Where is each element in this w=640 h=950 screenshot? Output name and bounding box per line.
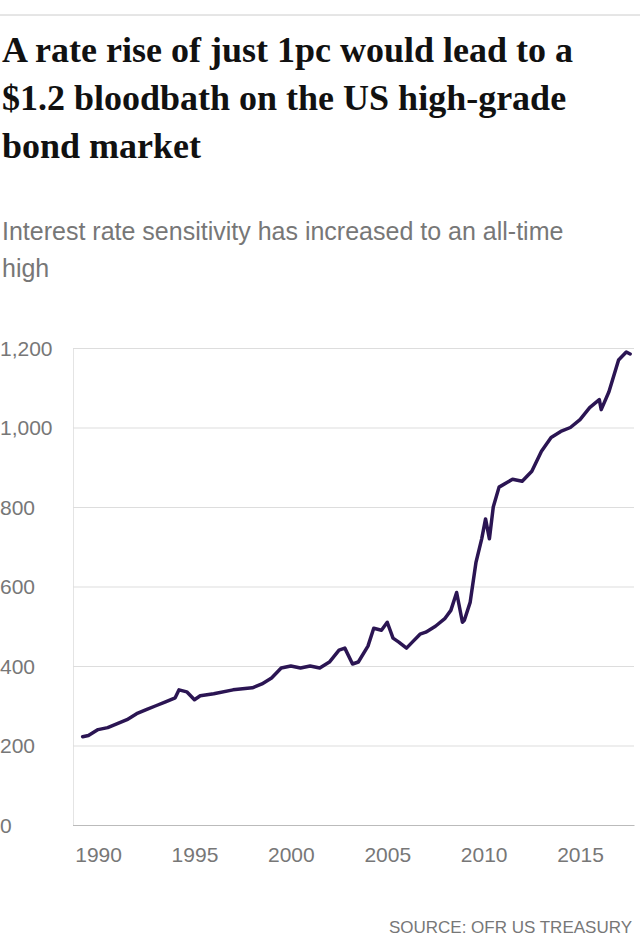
top-rule [0,15,640,16]
x-tick-label: 2010 [461,843,508,866]
x-axis-line [74,825,635,826]
text-line: Interest rate sensitivity has increased … [2,217,563,245]
y-tick-label: 600 [0,575,35,598]
x-axis: 1990 1995 2000 2005 2010 2015 [74,825,635,866]
grid-line [73,428,634,429]
x-tick: 1995 [172,825,219,866]
grid-line [73,587,634,588]
title: A rate rise of just 1pc would lead to a $… [2,30,573,166]
grid-line [73,825,634,826]
text-line: bond market [2,126,201,166]
y-tick-label: 800 [0,496,35,519]
y-tick-label: 0 [0,814,12,837]
subtitle: Interest rate sensitivity has increased … [2,217,563,282]
x-tick: 1990 [75,825,122,866]
y-tick-label: 1,200 [0,337,53,360]
x-tick-label: 1995 [172,843,219,866]
x-tick: 2010 [461,825,508,866]
x-tick: 2005 [364,825,411,866]
y-tick-label: 400 [0,655,35,678]
grid-line [73,507,634,508]
y-tick-label: 200 [0,734,35,757]
y-tick: 200 [0,734,634,757]
marks [83,352,631,737]
text-line: high [2,254,49,282]
y-tick: 1,000 [0,416,634,439]
grid-line [73,746,634,747]
y-tick-label: 1,000 [0,416,53,439]
source: SOURCE: OFR US TREASURY [389,918,632,937]
x-tick-label: 2000 [268,843,315,866]
x-tick-label: 2005 [364,843,411,866]
grid-line [73,666,634,667]
grid-line [73,348,634,349]
x-tick: 2015 [557,825,604,866]
x-tick-label: 1990 [75,843,122,866]
text-line: $1.2 bloodbath on the US high-grade [2,78,566,118]
text-line: A rate rise of just 1pc would lead to a [2,30,573,70]
y-tick: 1,200 [0,337,634,360]
x-tick-label: 2015 [557,843,604,866]
x-tick: 2000 [268,825,315,866]
data-line [83,352,631,737]
chart: A rate rise of just 1pc would lead to a $… [0,0,640,950]
y-tick: 0 [0,814,634,837]
y-tick: 800 [0,496,634,519]
y-axis: 0 200 400 600 800 1,000 1,200 [0,337,634,837]
y-tick: 600 [0,575,634,598]
plot: 0 200 400 600 800 1,000 1,200 1990 1995 2000 2005 2… [0,337,635,866]
